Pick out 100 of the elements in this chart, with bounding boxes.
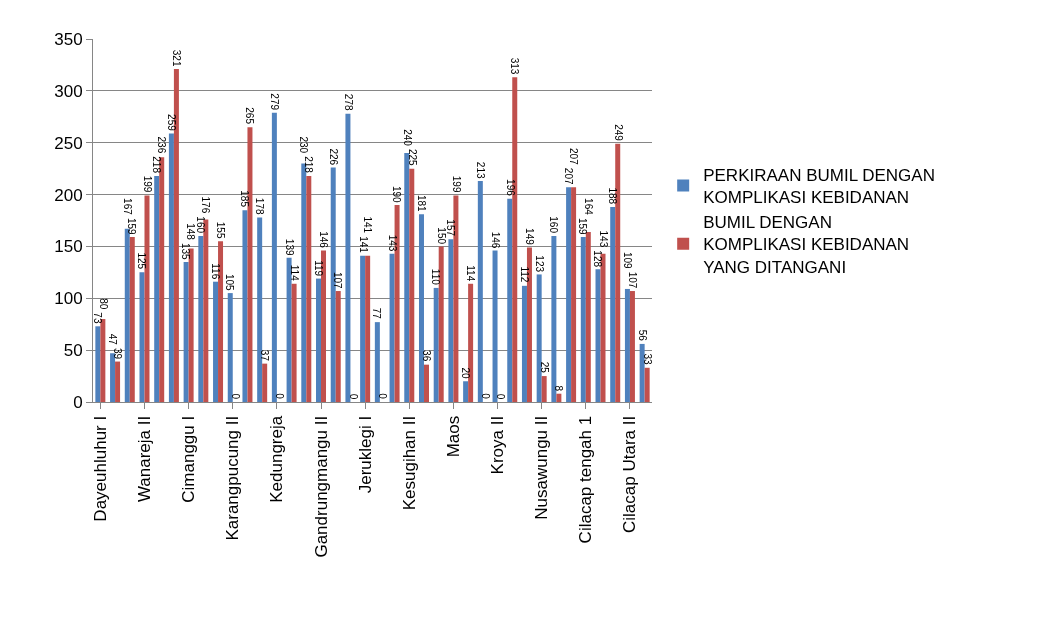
bar — [600, 253, 606, 402]
data-label: 185 — [239, 190, 251, 208]
bar — [100, 319, 106, 402]
bar — [213, 281, 219, 402]
y-tick-label: 0 — [73, 392, 83, 412]
data-label: 0 — [347, 393, 359, 400]
data-label: 146 — [489, 231, 501, 249]
bar — [330, 167, 336, 402]
bar — [110, 353, 116, 402]
bar — [129, 237, 135, 402]
data-label: 213 — [474, 161, 486, 179]
bar — [360, 255, 366, 402]
x-tick-label: Kedungreja — [267, 415, 287, 503]
bar — [468, 283, 474, 402]
x-tick-label: Nusawungu II — [532, 415, 552, 520]
bar — [463, 381, 469, 402]
data-label: 313 — [509, 57, 521, 75]
bar — [610, 207, 616, 402]
data-label: 225 — [406, 148, 418, 167]
data-label: 56 — [636, 329, 648, 342]
data-label: 236 — [155, 136, 167, 154]
data-label: 141 — [361, 216, 373, 234]
bar — [644, 367, 650, 402]
data-label: 0 — [274, 393, 286, 400]
data-label: 240 — [401, 129, 413, 147]
bar — [257, 217, 263, 402]
data-label: 33 — [641, 353, 653, 366]
bar — [188, 248, 194, 402]
x-tick-label: Jeruklegi I — [355, 415, 375, 494]
bar — [144, 195, 150, 402]
data-label: 279 — [269, 93, 281, 111]
data-label: 36 — [421, 350, 433, 362]
bar — [183, 261, 189, 402]
data-label: 0 — [494, 393, 506, 400]
y-tick-label: 300 — [54, 81, 83, 101]
x-tick-label: Kesugihan II — [399, 415, 419, 511]
x-tick-label: Wanareja II — [135, 415, 155, 503]
bar — [418, 214, 424, 402]
data-label: 278 — [342, 93, 354, 111]
y-tick-label: 100 — [54, 289, 83, 309]
data-label: 218 — [302, 156, 314, 174]
bar — [154, 175, 160, 402]
data-label: 112 — [519, 266, 531, 283]
data-label: 125 — [136, 252, 148, 270]
y-tick-label: 350 — [54, 29, 83, 49]
bar — [301, 163, 307, 402]
bar — [423, 364, 429, 402]
data-label: 160 — [548, 216, 560, 234]
bar — [433, 287, 439, 402]
data-label: 265 — [244, 107, 256, 125]
bar — [615, 143, 621, 402]
x-tick-label: Dayeuhluhur I — [90, 415, 110, 522]
bar — [438, 246, 444, 402]
bar — [409, 168, 415, 402]
data-label: 207 — [563, 167, 574, 185]
x-tick-label: Kroya II — [488, 415, 508, 475]
bar — [124, 228, 130, 402]
y-tick-label: 200 — [54, 185, 83, 205]
data-label: 181 — [415, 194, 427, 213]
data-label: 218 — [150, 156, 162, 174]
data-label: 164 — [582, 198, 594, 216]
data-label: 188 — [606, 187, 618, 205]
bar — [159, 157, 165, 402]
bar — [242, 210, 248, 402]
data-label: 73 — [92, 312, 104, 324]
bar — [580, 237, 586, 402]
data-label: 199 — [450, 175, 462, 193]
bar — [477, 181, 483, 402]
bar — [624, 288, 630, 402]
bar — [321, 250, 327, 402]
bar — [556, 393, 562, 402]
bar — [536, 274, 542, 402]
legend-label: PERKIRAAN BUMIL DENGAN KOMPLIKASI KEBIDANAN — [703, 166, 935, 208]
bar — [629, 291, 635, 402]
bar — [291, 283, 297, 402]
bar — [566, 187, 572, 402]
data-label: 143 — [386, 234, 398, 252]
bar — [389, 253, 395, 402]
x-tick-label: Maos — [443, 415, 463, 458]
bar — [286, 257, 292, 402]
data-label: 321 — [170, 49, 182, 67]
data-label: 109 — [621, 251, 633, 270]
data-label: 114 — [465, 265, 477, 282]
bar — [595, 269, 601, 402]
data-label: 0 — [229, 393, 241, 400]
data-label: 149 — [524, 228, 536, 246]
bar — [168, 133, 174, 402]
data-label: 226 — [327, 148, 339, 166]
data-label: 110 — [430, 268, 442, 286]
bar — [115, 361, 121, 402]
data-label: 39 — [112, 347, 124, 360]
bar — [335, 291, 341, 402]
data-label: 116 — [210, 263, 222, 280]
data-label: 157 — [445, 219, 457, 237]
bar — [139, 272, 145, 402]
data-label: 178 — [254, 197, 266, 215]
bar — [448, 239, 454, 402]
data-label: 0 — [377, 393, 389, 400]
data-label: 123 — [533, 255, 545, 273]
x-tick-label: Cilacap Utara II — [620, 415, 640, 533]
